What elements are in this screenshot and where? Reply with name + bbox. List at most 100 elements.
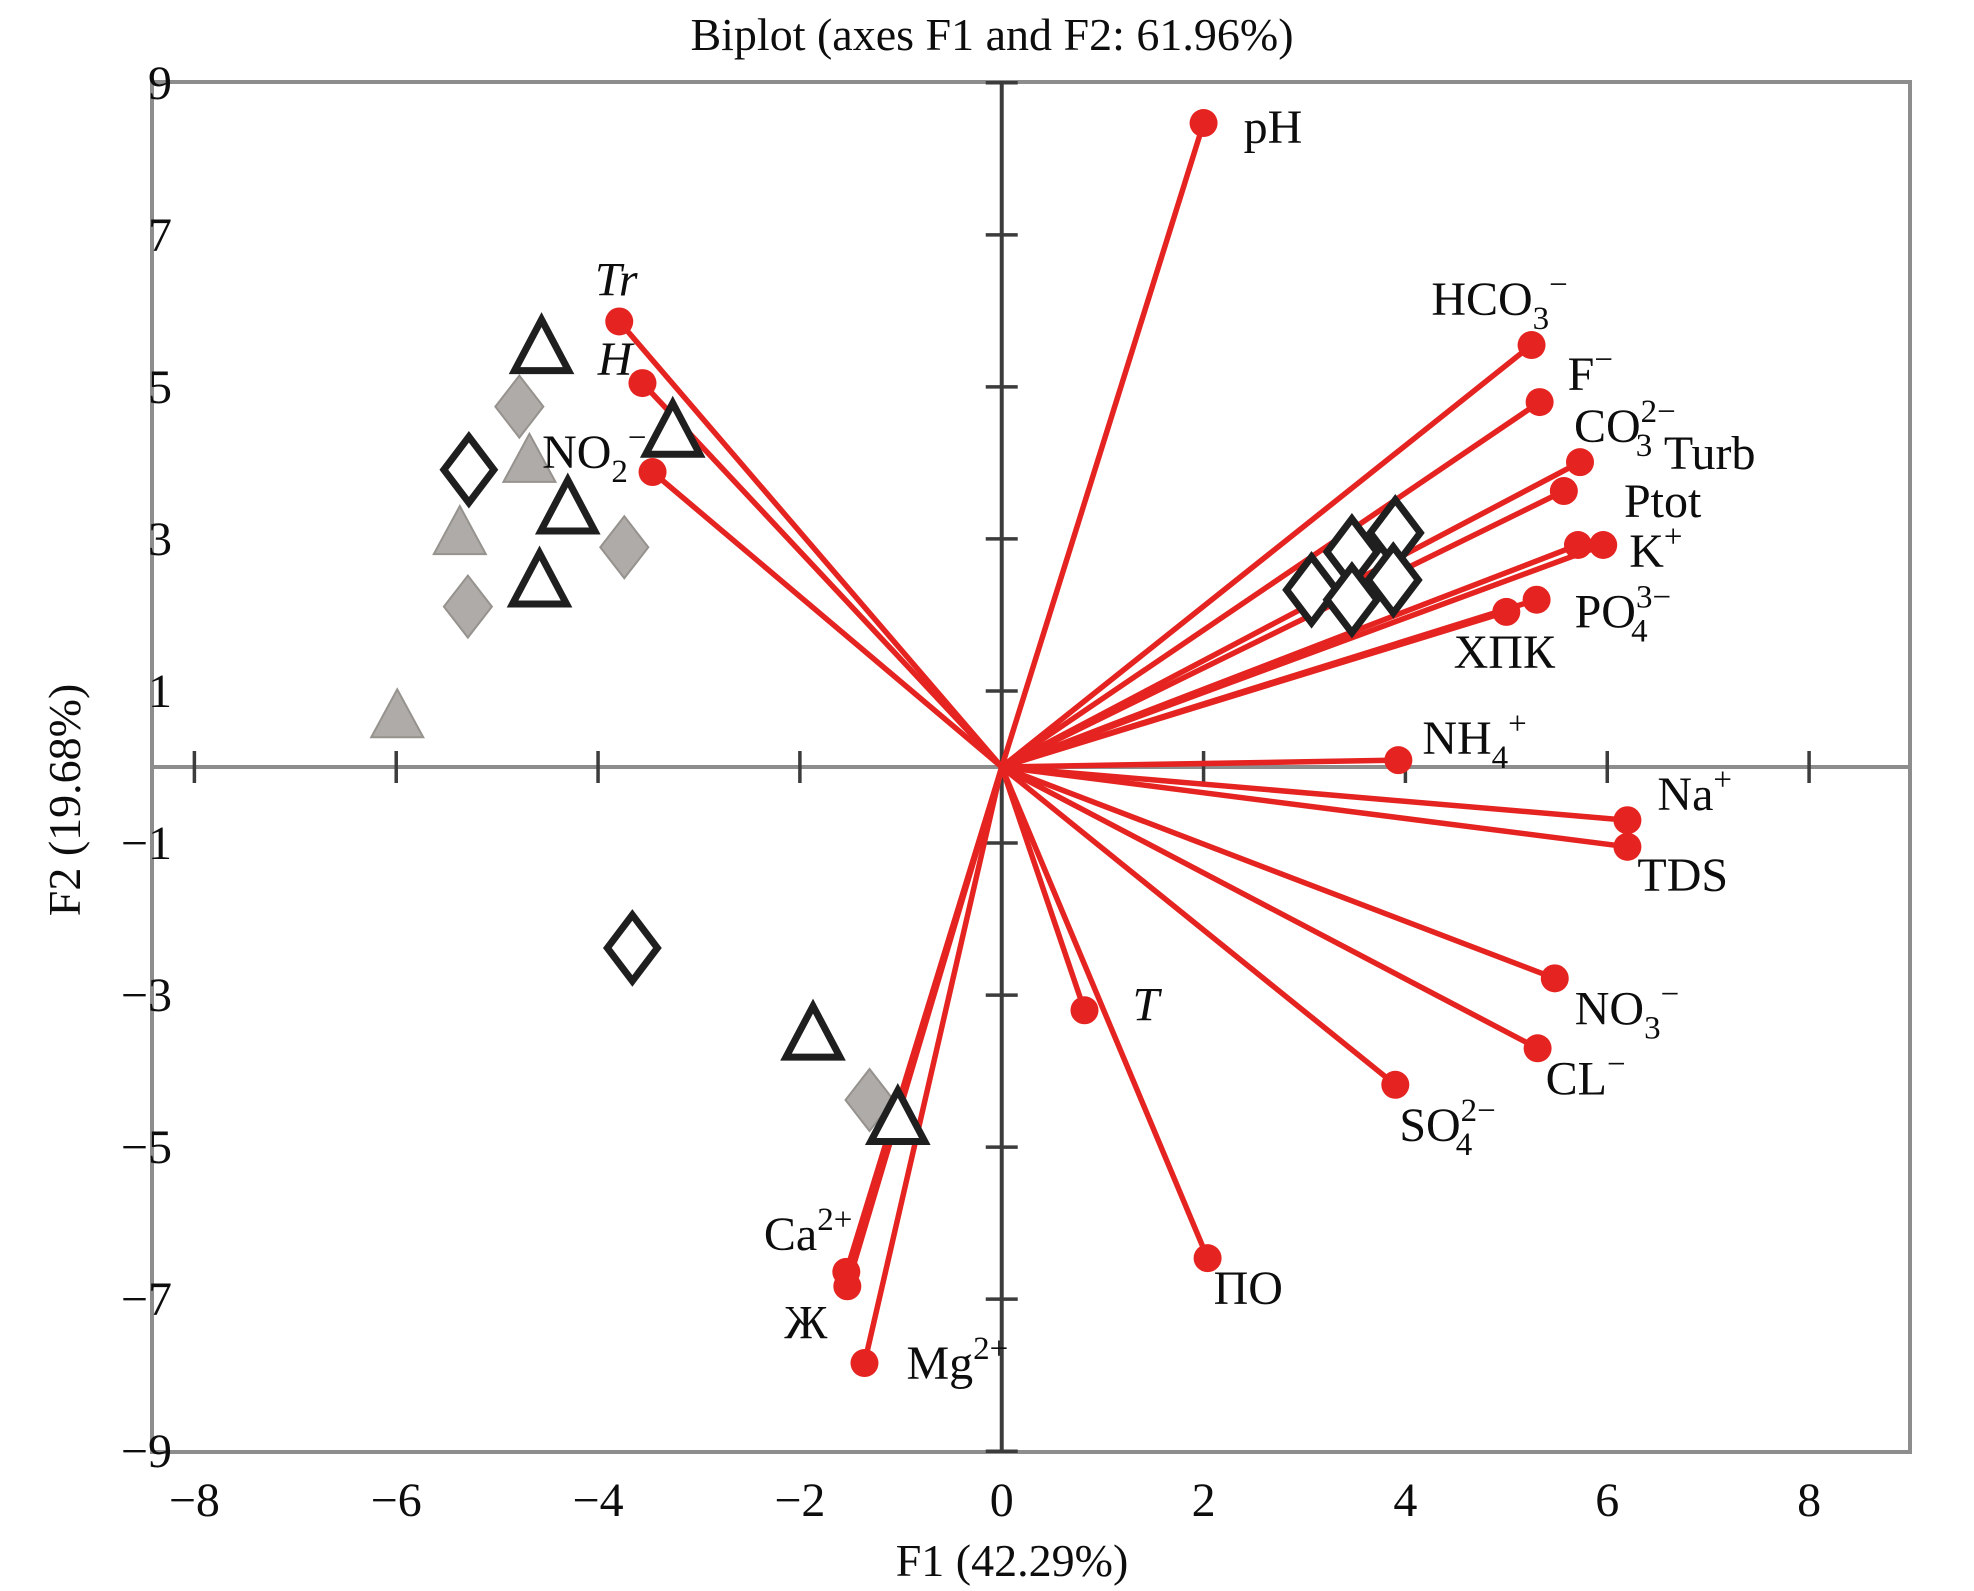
- vector-label-CL: CL−: [1546, 1046, 1626, 1105]
- vector-label-XPK: ХПК: [1454, 626, 1556, 679]
- vector-label-Ca: Ca2+: [764, 1202, 852, 1261]
- vector-label-T: T: [1132, 978, 1162, 1031]
- vector-line: [1000, 764, 1556, 981]
- vector-HCO3: [1000, 331, 1546, 770]
- vector-line: [1000, 542, 1605, 770]
- sites-open-triangle: [864, 1083, 931, 1145]
- vector-endpoint: [638, 458, 667, 487]
- y-tick-label: −9: [121, 1425, 172, 1478]
- vector-line: [999, 766, 1088, 1012]
- vector-line: [1000, 488, 1566, 770]
- vector-Na: [1001, 764, 1642, 835]
- vector-T: [999, 766, 1099, 1025]
- sites-filled-diamond: [494, 374, 545, 440]
- vector-Zh: [833, 766, 1005, 1301]
- x-axis-title: F1 (42.29%): [896, 1535, 1129, 1586]
- y-tick-label: −3: [121, 969, 172, 1022]
- vector-label-NH4: NH4+: [1422, 706, 1526, 776]
- vector-endpoint: [1189, 109, 1218, 138]
- vector-endpoint: [1193, 1244, 1222, 1273]
- vector-endpoint: [1492, 597, 1521, 626]
- vector-label-Mg: Mg2+: [906, 1331, 1008, 1390]
- vector-label-NO3: NO3−: [1575, 976, 1679, 1046]
- vector-H: [628, 369, 1004, 769]
- vector-endpoint: [1540, 964, 1569, 993]
- vector-label-NO2: NO2−: [542, 420, 646, 490]
- vector-label-Tr: Tr: [595, 253, 638, 306]
- x-tick-label: 6: [1595, 1474, 1619, 1527]
- vector-label-TDS: TDS: [1637, 849, 1728, 902]
- vector-label-PO: ПО: [1214, 1262, 1283, 1315]
- vector-endpoint: [1523, 1034, 1552, 1063]
- vector-line: [1000, 342, 1534, 770]
- vector-label-Zh: Ж: [784, 1296, 828, 1349]
- sites-open-diamond: [1322, 560, 1382, 639]
- vector-line: [1001, 764, 1628, 850]
- vector-endpoint: [1517, 331, 1546, 360]
- vector-endpoint: [1613, 806, 1642, 835]
- vector-CL: [1000, 764, 1552, 1063]
- vector-endpoint: [1522, 585, 1551, 614]
- vector-pH: [999, 109, 1218, 768]
- vector-line: [1000, 764, 1398, 1087]
- vector-label-SO4: SO2− 4: [1399, 1093, 1495, 1163]
- vector-endpoint: [1070, 996, 1099, 1025]
- x-tick-label: 4: [1393, 1474, 1417, 1527]
- sites-open-diamond: [1363, 541, 1423, 619]
- vector-line: [999, 765, 1211, 1260]
- vector-label-Na: Na+: [1657, 762, 1732, 821]
- vector-Turb: [1000, 477, 1578, 770]
- x-tick-label: 2: [1192, 1474, 1216, 1527]
- vector-XPK: [1000, 597, 1521, 770]
- sites-open-triangle: [508, 312, 575, 375]
- vector-line: [1000, 459, 1582, 770]
- vector-endpoint: [1565, 448, 1594, 477]
- vector-line: [1000, 609, 1508, 770]
- vector-line: [1001, 757, 1399, 770]
- vector-line: [861, 766, 1005, 1364]
- sites-open-diamond: [439, 430, 499, 509]
- vector-PO: [999, 765, 1222, 1273]
- y-tick-label: 5: [148, 361, 172, 414]
- vector-line: [844, 766, 1005, 1288]
- vector-Tr: [605, 307, 1004, 769]
- vector-line: [999, 122, 1207, 768]
- vector-endpoint: [1384, 746, 1413, 775]
- x-tick-label: −6: [371, 1474, 422, 1527]
- y-tick-label: 3: [148, 513, 172, 566]
- site-markers-open: [439, 312, 1425, 1145]
- vector-label-pH: pH: [1244, 101, 1303, 154]
- sites-open-triangle: [506, 545, 573, 608]
- vector-line: [1001, 764, 1628, 823]
- vector-label-Turb: Turb: [1664, 427, 1756, 480]
- vector-Mg: [850, 766, 1005, 1378]
- vector-endpoint: [1549, 477, 1578, 506]
- x-tick-label: 8: [1797, 1474, 1821, 1527]
- vector-TDS: [1001, 764, 1642, 861]
- vector-line: [1000, 764, 1539, 1051]
- vector-label-HCO3: HCO3−: [1431, 267, 1567, 337]
- sites-open-diamond: [602, 909, 662, 987]
- y-tick-label: 9: [148, 57, 172, 110]
- vector-F: [1000, 388, 1554, 770]
- vector-label-K: K+: [1629, 519, 1682, 578]
- x-tick-label: 0: [990, 1474, 1014, 1527]
- vector-K: [1000, 531, 1618, 770]
- y-tick-label: −5: [121, 1121, 172, 1174]
- y-tick-label: −1: [121, 817, 172, 870]
- x-tick-label: −8: [169, 1474, 220, 1527]
- sites-open-triangle: [639, 395, 706, 458]
- vector-endpoint: [850, 1349, 879, 1378]
- vector-endpoint: [1589, 531, 1618, 560]
- vector-NO3: [1000, 764, 1569, 993]
- x-tick-label: −2: [774, 1474, 825, 1527]
- sites-open-triangle: [780, 998, 846, 1061]
- vector-label-CO3: CO2− 3: [1574, 394, 1676, 464]
- vector-line: [617, 319, 1004, 769]
- vector-label-F: F−: [1568, 342, 1613, 401]
- sites-filled-diamond: [442, 573, 494, 640]
- chart-title: Biplot (axes F1 and F2: 61.96%): [690, 9, 1293, 60]
- vector-endpoint: [1525, 388, 1554, 417]
